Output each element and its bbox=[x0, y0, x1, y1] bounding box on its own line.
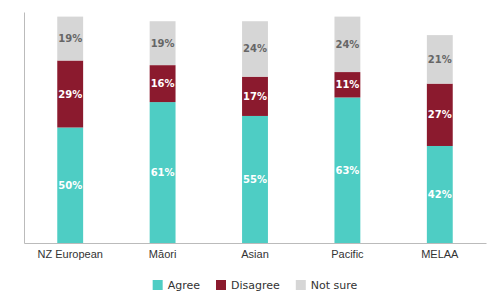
bar bbox=[242, 116, 268, 243]
data-label: 55% bbox=[243, 174, 267, 185]
data-label: 24% bbox=[243, 43, 267, 54]
legend-item: Agree bbox=[153, 279, 201, 292]
legend-label: Agree bbox=[168, 279, 201, 292]
x-axis-line bbox=[25, 243, 487, 244]
x-tick: NZ European bbox=[37, 243, 102, 260]
data-label: 21% bbox=[428, 54, 452, 65]
x-tick: Māori bbox=[149, 243, 177, 260]
y-axis-line bbox=[24, 13, 25, 244]
bar-series bbox=[57, 17, 452, 84]
data-label-series: 29% 16% 17% 11% 27% bbox=[58, 78, 452, 120]
data-label-series: 50% 61% 55% 63% 42% bbox=[58, 165, 452, 200]
y-axis bbox=[24, 13, 25, 244]
bars bbox=[57, 17, 452, 243]
bar bbox=[57, 128, 83, 244]
data-label: 42% bbox=[428, 189, 452, 200]
bar bbox=[150, 102, 176, 243]
x-axis: NZ European Māori Asian Pacific MELAA bbox=[25, 243, 487, 260]
data-label: 19% bbox=[58, 33, 82, 44]
bar bbox=[150, 65, 176, 102]
data-label: 16% bbox=[151, 78, 175, 89]
legend-item: Disagree bbox=[216, 279, 280, 292]
data-label: 63% bbox=[335, 165, 359, 176]
bar bbox=[57, 61, 83, 128]
data-label: 27% bbox=[428, 109, 452, 120]
legend-item: Not sure bbox=[296, 279, 358, 292]
x-tick: MELAA bbox=[421, 243, 459, 260]
bar bbox=[427, 84, 453, 146]
chart: NZ EuropeanMāoriAsianPacificMELAA50%61%5… bbox=[0, 0, 500, 301]
bar bbox=[334, 72, 360, 97]
bar bbox=[334, 17, 360, 72]
x-tick-label: NZ European bbox=[37, 248, 102, 260]
legend: Agree Disagree Not sure bbox=[153, 279, 358, 292]
bar bbox=[242, 77, 268, 116]
x-tick: Pacific bbox=[331, 243, 364, 260]
legend-swatch bbox=[216, 280, 226, 290]
legend-swatch bbox=[153, 280, 163, 290]
x-tick-label: MELAA bbox=[421, 248, 459, 260]
x-tick-label: Pacific bbox=[331, 248, 364, 260]
x-tick: Asian bbox=[241, 243, 269, 260]
data-label: 61% bbox=[151, 167, 175, 178]
data-label: 29% bbox=[58, 89, 82, 100]
legend-label: Not sure bbox=[311, 279, 358, 292]
bar bbox=[334, 97, 360, 243]
x-tick-label: Asian bbox=[241, 248, 269, 260]
data-label-series: 19% 19% 24% 24% 21% bbox=[58, 33, 452, 65]
x-tick-label: Māori bbox=[149, 248, 177, 260]
bar bbox=[150, 21, 176, 65]
data-label: 24% bbox=[335, 39, 359, 50]
legend-swatch bbox=[296, 280, 306, 290]
legend-label: Disagree bbox=[231, 279, 280, 292]
data-label: 19% bbox=[151, 38, 175, 49]
bar bbox=[242, 21, 268, 76]
bar bbox=[427, 146, 453, 243]
data-label: 50% bbox=[58, 180, 82, 191]
data-label: 11% bbox=[335, 79, 359, 90]
data-labels: 50% 61% 55% 63% 42% 29% 16% 17% 11% 27% 19% 19% 24% 2… bbox=[58, 33, 452, 200]
bar bbox=[427, 35, 453, 84]
bar bbox=[57, 17, 83, 61]
data-label: 17% bbox=[243, 91, 267, 102]
bar-series bbox=[57, 97, 452, 243]
